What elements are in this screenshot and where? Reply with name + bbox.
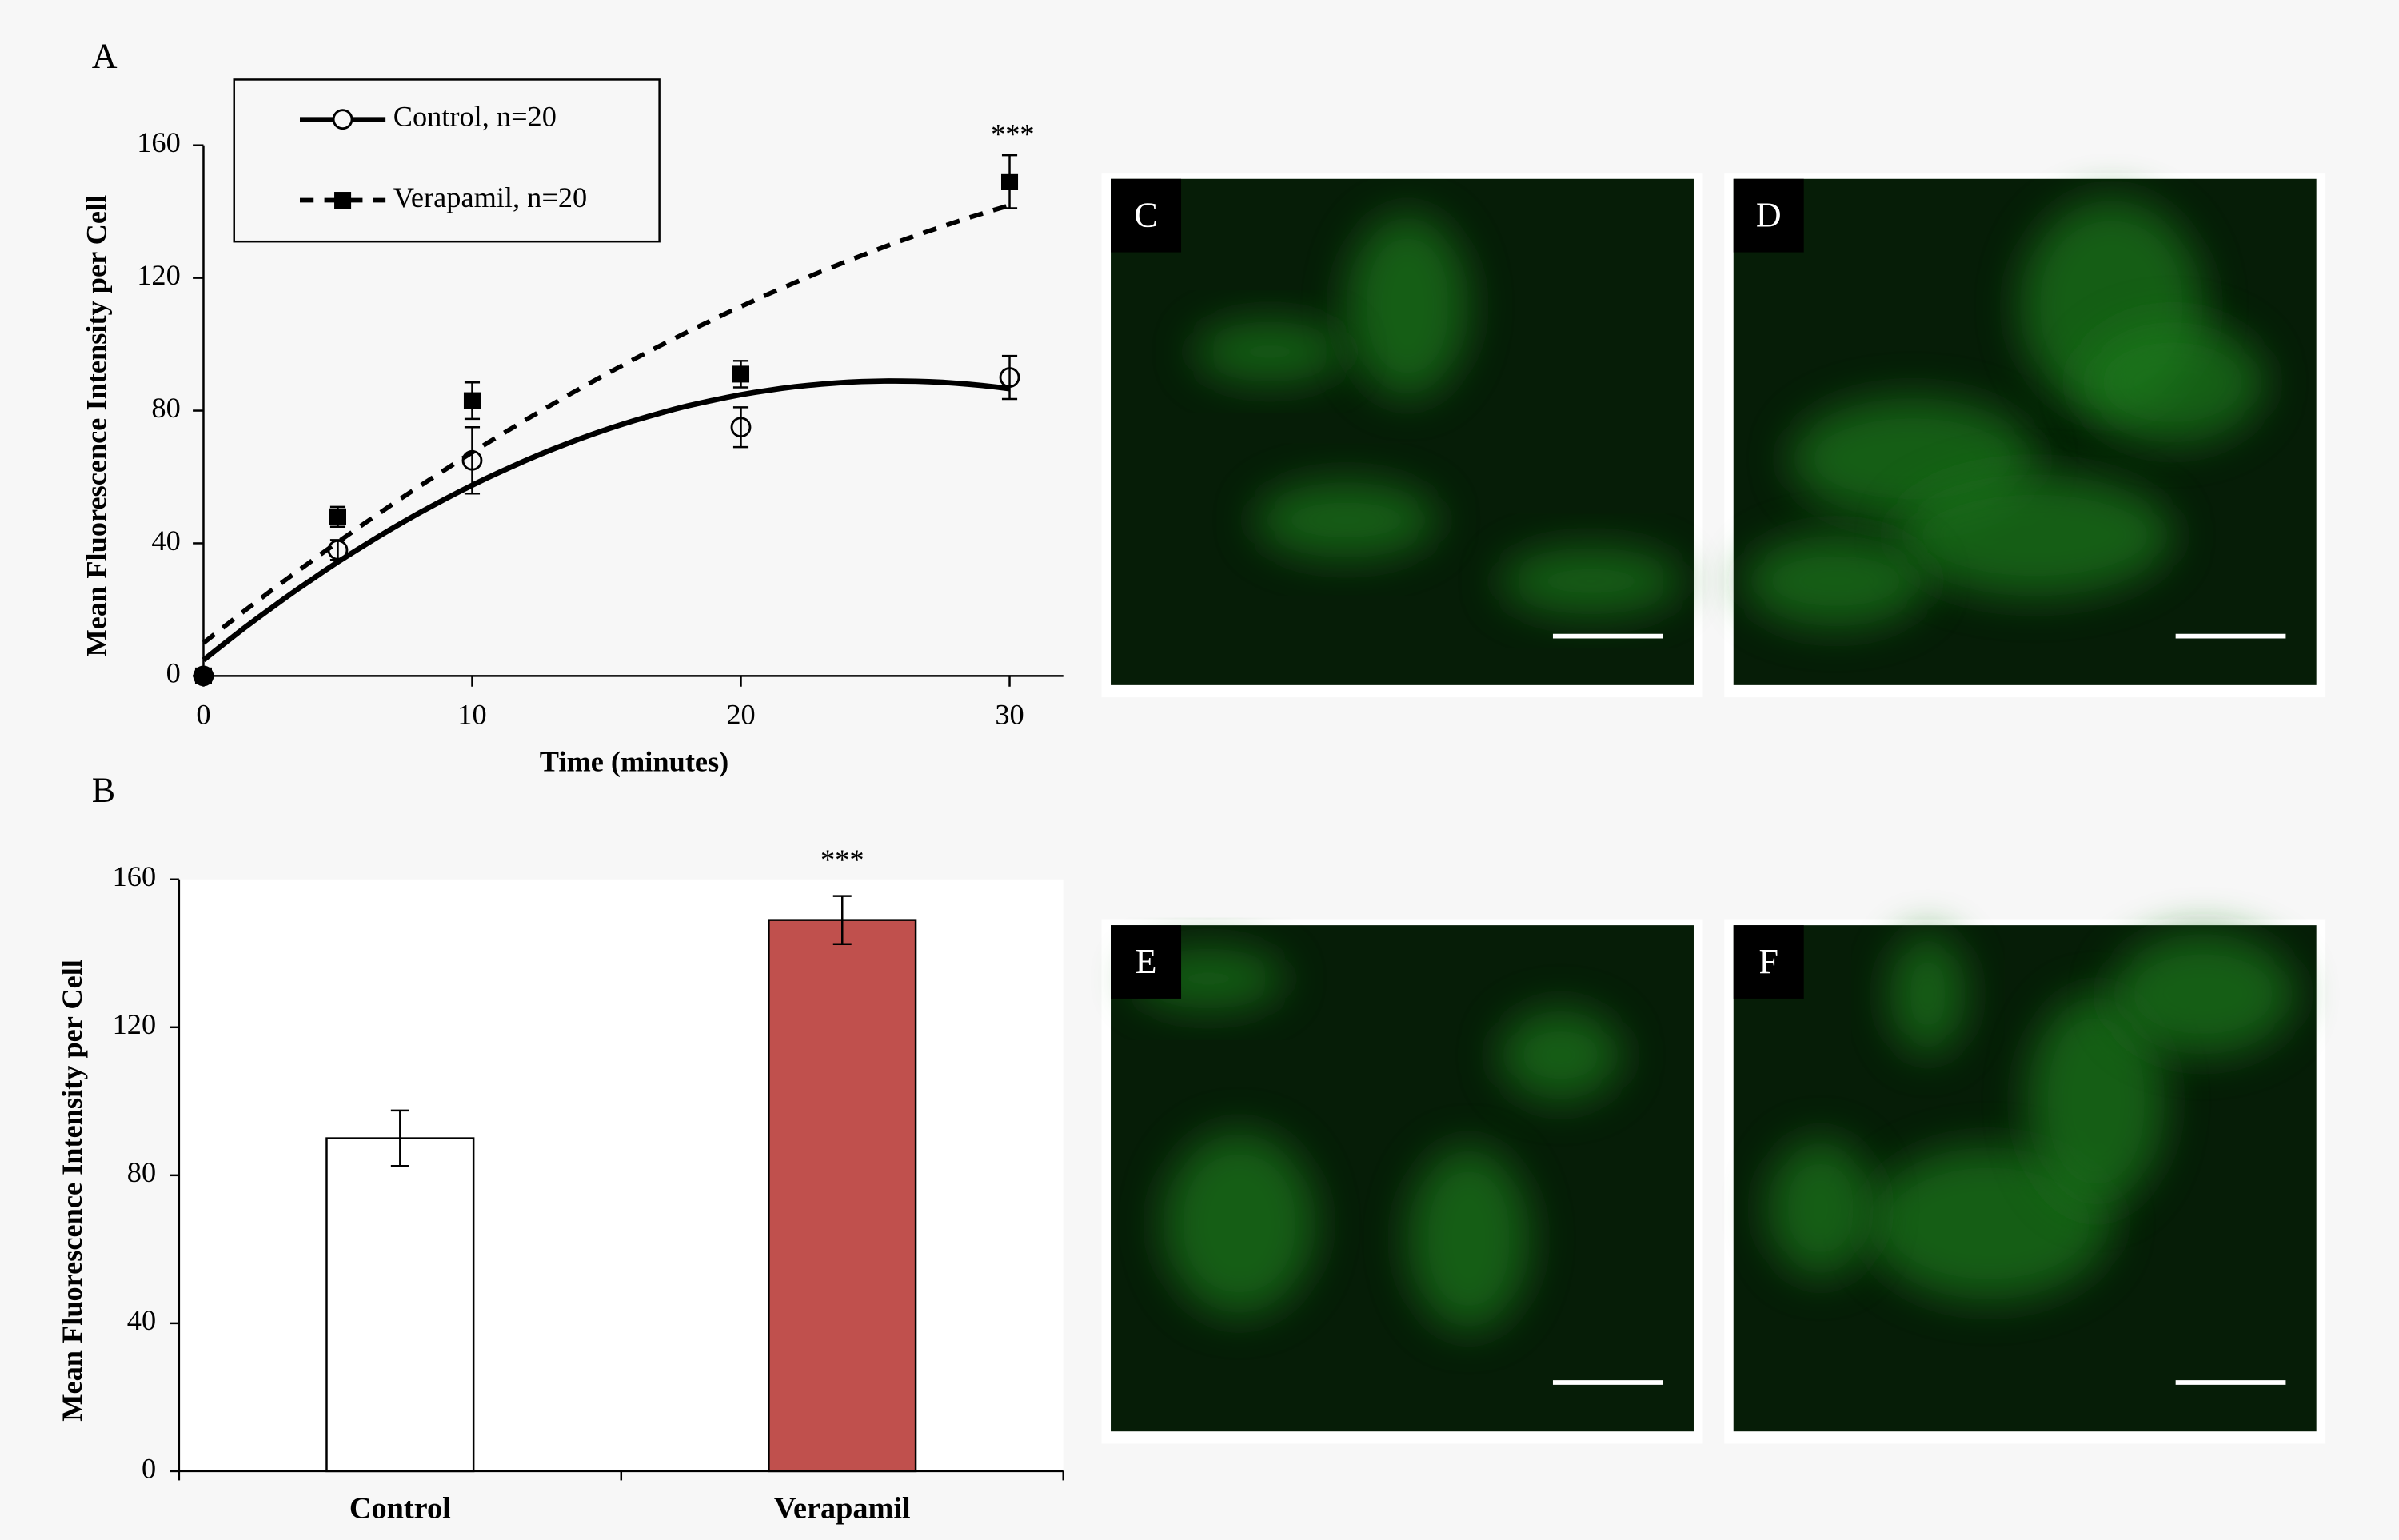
- x-axis-label: Time (minutes): [540, 746, 728, 778]
- legend-marker: [332, 109, 353, 130]
- panel-label-box: [1733, 178, 1804, 253]
- cell: [1163, 1131, 1316, 1315]
- error-bar: [1001, 354, 1018, 401]
- bar: [325, 1137, 475, 1473]
- y-tick-label: 80: [127, 1156, 156, 1188]
- plot-area: [178, 879, 1064, 1471]
- panel-label: C: [1134, 196, 1157, 235]
- marker: [329, 508, 346, 525]
- error-bar: [390, 1109, 409, 1167]
- x-tick-label: Control: [349, 1491, 451, 1525]
- y-tick-label: 0: [166, 657, 181, 689]
- cell: [2111, 932, 2295, 1055]
- panel-label-box: [1111, 925, 1182, 999]
- marker: [732, 365, 750, 383]
- annotation: ***: [991, 118, 1035, 150]
- x-tick-label: 30: [995, 698, 1024, 730]
- legend-label: Verapamil, n=20: [393, 182, 587, 213]
- panel-label: E: [1136, 942, 1157, 981]
- panel-label: F: [1758, 942, 1778, 981]
- y-tick-label: 0: [142, 1452, 156, 1484]
- panel-label: A: [92, 37, 118, 76]
- error-bar: [832, 895, 852, 945]
- cell: [2081, 321, 2265, 444]
- cell: [1346, 213, 1469, 398]
- y-tick-label: 80: [151, 392, 180, 424]
- panel-label-box: [1111, 178, 1182, 253]
- marker: [463, 392, 481, 409]
- marker: [730, 417, 752, 438]
- cell: [1897, 473, 2173, 596]
- cell: [1866, 1147, 2112, 1300]
- cell: [1499, 547, 1683, 615]
- error-bar: [732, 406, 749, 449]
- legend-marker: [334, 192, 352, 209]
- legend-label: Control, n=20: [393, 101, 557, 133]
- y-tick-label: 120: [137, 259, 181, 291]
- cell: [1407, 1147, 1531, 1331]
- cell: [2027, 994, 2165, 1208]
- panel-label-box: [1733, 925, 1804, 999]
- image-panels: C D E F: [1101, 173, 2326, 1444]
- panel-label: D: [1756, 196, 1782, 235]
- marker: [194, 667, 212, 684]
- x-tick-label: 0: [196, 698, 210, 730]
- cell: [1744, 535, 1928, 628]
- marker: [1000, 173, 1019, 190]
- marker: [193, 665, 214, 687]
- cell: [1766, 1139, 1874, 1278]
- marker: [999, 367, 1020, 388]
- annotation: ***: [820, 844, 864, 876]
- x-tick-label: Verapamil: [774, 1491, 911, 1525]
- y-tick-label: 120: [113, 1008, 157, 1040]
- cell: [1254, 481, 1439, 559]
- cell: [1889, 932, 1966, 1055]
- y-axis-label: Mean Fluorescence Intensity per Cell: [81, 195, 113, 657]
- y-axis-label: Mean Fluorescence Intensity per Cell: [56, 960, 88, 1422]
- legend-box: [233, 78, 661, 243]
- trendline: [202, 378, 1010, 663]
- bar: [768, 919, 917, 1473]
- y-tick-label: 40: [151, 525, 180, 557]
- y-tick-label: 40: [127, 1304, 156, 1336]
- cell: [1193, 321, 1347, 383]
- x-tick-label: 20: [726, 698, 755, 730]
- error-bar: [464, 426, 481, 495]
- y-tick-label: 160: [113, 860, 157, 892]
- x-tick-label: 10: [457, 698, 486, 730]
- panel-label: B: [92, 771, 115, 810]
- y-tick-label: 160: [137, 126, 181, 158]
- cell: [1499, 1009, 1623, 1102]
